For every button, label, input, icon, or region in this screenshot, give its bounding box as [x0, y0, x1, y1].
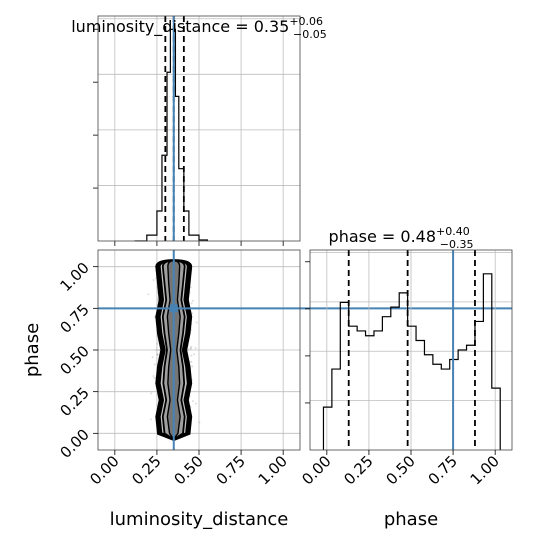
scatter-point [147, 293, 150, 296]
luminosity-distance-title-plus: +0.06 [289, 15, 323, 28]
scatter-x-tick-label: 0.00 [86, 452, 122, 488]
scatter-point [190, 345, 193, 348]
phase-histogram-panel: 0.00 0.25 0.50 0.75 1.00 phase = 0.48+0.40 −0… [298, 225, 513, 488]
scatter-y-tick-label: 0.25 [56, 384, 92, 420]
phase-title-text: phase = [329, 227, 401, 246]
scatter-point [198, 421, 201, 424]
luminosity-distance-title-median: 0.35 [254, 17, 290, 36]
scatter-point [156, 298, 159, 301]
phase-x-tick-label: 0.75 [425, 452, 461, 488]
x-axis-label-luminosity-distance: luminosity_distance [110, 509, 289, 530]
luminosity-distance-histogram [134, 28, 209, 242]
phase-title: phase = 0.48+0.40 −0.35 [329, 225, 474, 251]
scatter-point [191, 299, 194, 302]
y-axis-label-phase: phase [22, 323, 43, 377]
scatter-point [192, 353, 195, 356]
x-axis-label-phase: phase [384, 509, 438, 530]
scatter-point [152, 374, 155, 377]
scatter-point [153, 377, 156, 380]
scatter-point [189, 347, 192, 350]
scatter-x-tick-label: 0.75 [213, 452, 249, 488]
scatter-point [195, 321, 198, 324]
scatter-truth-point [169, 304, 178, 313]
scatter-point [156, 354, 159, 357]
scatter-point [149, 418, 152, 421]
luminosity-distance-title-text: luminosity_distance = [71, 17, 253, 37]
phase-title-median: 0.48 [400, 227, 436, 246]
phase-histogram [322, 273, 501, 450]
scatter-point [190, 302, 193, 305]
luminosity-distance-title: luminosity_distance = 0.35+0.06 −0.05 [71, 15, 327, 41]
scatter-point [152, 279, 155, 281]
scatter-point [156, 342, 159, 345]
scatter-point [190, 360, 193, 363]
scatter-point [191, 365, 194, 368]
scatter-point [194, 402, 197, 405]
scatter-point [153, 363, 156, 366]
luminosity-distance-histogram-frame [97, 15, 301, 242]
scatter-point [194, 346, 197, 349]
scatter-point [151, 356, 154, 359]
scatter-x-tick-label: 1.00 [255, 452, 291, 488]
scatter-point [153, 316, 156, 319]
phase-title-minus: −0.35 [440, 238, 474, 251]
scatter-y-tick-label: 1.00 [56, 259, 92, 295]
luminosity-distance-histogram-panel: luminosity_distance = 0.35+0.06 −0.05 [71, 15, 327, 246]
scatter-point [189, 347, 192, 350]
scatter-point [158, 348, 161, 351]
luminosity-distance-title-minus: −0.05 [293, 28, 327, 41]
scatter-y-tick-label: 0.75 [56, 300, 92, 336]
phase-title-plus: +0.40 [436, 225, 470, 238]
scatter-point [189, 286, 192, 289]
scatter-point [190, 354, 193, 357]
scatter-x-tick-label: 0.50 [170, 452, 206, 488]
scatter-point [150, 392, 153, 395]
phase-x-tick-label: 0.25 [340, 452, 376, 488]
scatter-x-tick-label: 0.25 [128, 452, 164, 488]
phase-x-tick-label: 0.50 [382, 452, 418, 488]
scatter-y-tick-label: 0.50 [56, 342, 92, 378]
scatter-point [156, 353, 159, 356]
scatter-point [191, 400, 194, 403]
scatter-point [155, 348, 158, 351]
scatter-y-tick-label: 0.00 [56, 425, 92, 461]
phase-x-tick-label: 0.00 [298, 452, 334, 488]
phase-x-tick-label: 1.00 [467, 452, 503, 488]
scatter-point [186, 348, 189, 351]
